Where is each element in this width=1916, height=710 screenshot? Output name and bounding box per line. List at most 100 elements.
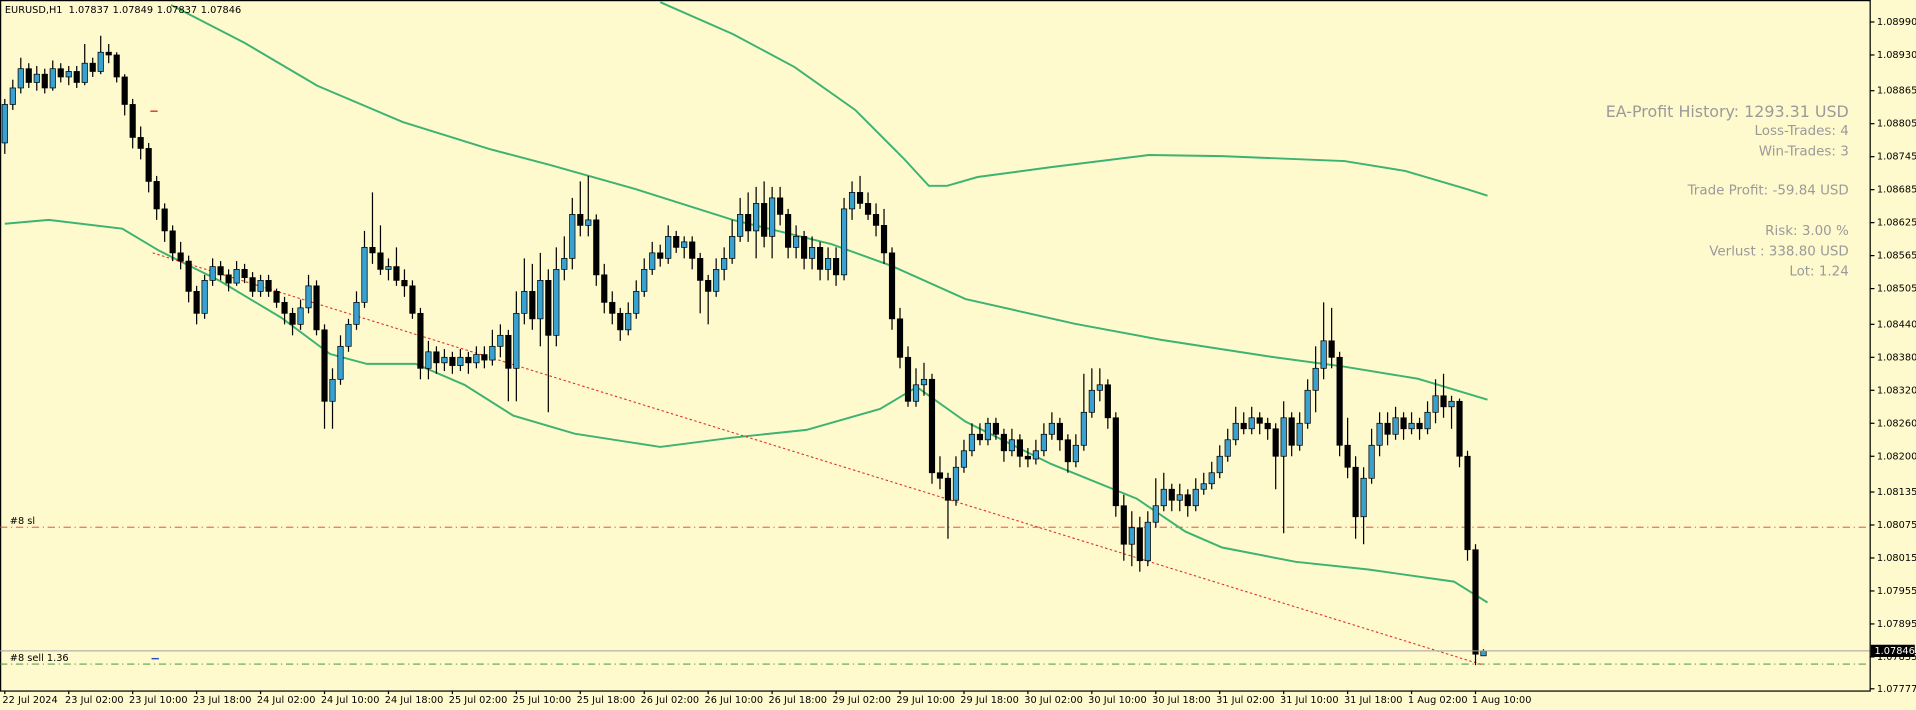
info-line: Lot: 1.24: [1789, 264, 1848, 279]
candle-body: [1160, 488, 1167, 507]
candle-body: [337, 345, 344, 380]
candle-body: [609, 301, 616, 314]
candle-body: [321, 329, 328, 402]
close-price: 1.07846: [201, 5, 241, 16]
candle-body: [41, 73, 48, 89]
candle-body: [473, 354, 480, 364]
candle-body: [1040, 433, 1047, 452]
x-tick-label: 23 Jul 10:00: [129, 695, 188, 706]
candle-body: [1336, 356, 1343, 446]
candle-body: [928, 378, 936, 474]
candle-body: [457, 356, 464, 366]
candle-body: [449, 356, 456, 366]
candle-body: [513, 312, 520, 369]
level-label: #8 sl: [10, 516, 35, 527]
candle-body: [353, 301, 360, 325]
candle-body: [824, 258, 832, 270]
candle-body: [409, 285, 416, 314]
candle-body: [832, 258, 840, 276]
candle-body: [1368, 444, 1375, 479]
y-tick-label: 1.07955: [1877, 586, 1916, 597]
candle-body: [1208, 472, 1215, 485]
candle-body: [1376, 422, 1383, 446]
open-price: 1.07837: [69, 5, 109, 16]
y-tick-label: 1.08565: [1877, 251, 1916, 262]
candle-body: [265, 279, 272, 292]
x-tick-label: 29 Jul 18:00: [960, 695, 1019, 706]
candle-body: [121, 76, 128, 105]
candle-body: [809, 247, 816, 259]
candle-body: [1240, 422, 1247, 430]
candle-body: [1, 104, 8, 144]
x-tick-label: 31 Jul 02:00: [1216, 695, 1275, 706]
candle-body: [785, 214, 792, 248]
candle-body: [1224, 439, 1231, 457]
candle-body: [1032, 450, 1039, 460]
candle-body: [105, 51, 112, 56]
candle-body: [1432, 395, 1439, 413]
candle-body: [960, 450, 968, 468]
candle-body: [289, 312, 296, 325]
candle-body: [737, 214, 744, 237]
candle-body: [729, 236, 736, 259]
candle-body: [625, 312, 632, 331]
x-tick-label: 23 Jul 18:00: [193, 695, 252, 706]
y-tick-label: 1.08805: [1877, 119, 1916, 130]
y-tick-label: 1.08990: [1877, 17, 1916, 28]
candle-body: [201, 279, 208, 314]
candle-body: [313, 285, 320, 331]
candle-body: [385, 266, 392, 270]
candle-body: [761, 203, 768, 237]
y-tick-label: 1.08505: [1877, 284, 1916, 295]
candle-body: [689, 241, 696, 259]
info-line: Trade Profit: -59.84 USD: [1687, 184, 1849, 199]
candle-body: [968, 433, 976, 452]
candle-body: [1280, 417, 1287, 457]
candle-body: [137, 137, 144, 149]
candle-body: [241, 268, 248, 278]
candle-body: [888, 252, 896, 320]
candle-body: [665, 236, 672, 259]
candle-body: [129, 104, 136, 138]
band-line: [170, 4, 1488, 401]
candle-body: [1464, 455, 1471, 551]
x-tick-label: 24 Jul 18:00: [385, 695, 444, 706]
candle-body: [361, 247, 368, 303]
candle-body: [1096, 384, 1103, 391]
high-price: 1.07849: [113, 5, 153, 16]
x-tick-label: 31 Jul 18:00: [1344, 695, 1403, 706]
x-tick-label: 26 Jul 02:00: [641, 695, 700, 706]
candle-body: [769, 197, 776, 237]
candle-body: [673, 236, 680, 248]
candle-body: [33, 73, 40, 83]
x-tick-label: 31 Jul 10:00: [1280, 695, 1339, 706]
candle-body: [577, 214, 584, 226]
candle-body: [425, 351, 432, 369]
x-tick-label: 25 Jul 18:00: [577, 695, 636, 706]
candle-body: [1152, 505, 1159, 523]
candle-body: [1232, 422, 1239, 441]
x-tick-label: 22 Jul 2024: [2, 695, 57, 706]
candle-body: [249, 277, 256, 292]
candle-body: [537, 279, 544, 320]
candle-body: [233, 268, 240, 284]
candle-body: [489, 345, 496, 361]
candle-body: [113, 54, 120, 78]
candle-body: [1016, 439, 1023, 457]
candle-body: [225, 274, 232, 284]
candle-body: [89, 62, 96, 72]
candle-body: [1064, 439, 1071, 463]
candle-body: [193, 290, 200, 314]
candle-body: [816, 247, 824, 270]
y-tick-label: 1.08625: [1877, 218, 1916, 229]
candle-body: [1112, 417, 1119, 507]
candle-body: [1008, 439, 1015, 452]
y-tick-label: 1.08075: [1877, 520, 1916, 531]
axes: 1.08990 1.08930 1.08865 1.08805 1.08745 1.086…: [2, 17, 1916, 706]
candle-body: [649, 252, 656, 270]
candle-body: [633, 290, 640, 314]
candle-body: [601, 274, 608, 303]
candle-body: [257, 279, 264, 292]
chart-header: EURUSD,H1 1.07837 1.07849 1.07837 1.07846: [5, 5, 241, 16]
